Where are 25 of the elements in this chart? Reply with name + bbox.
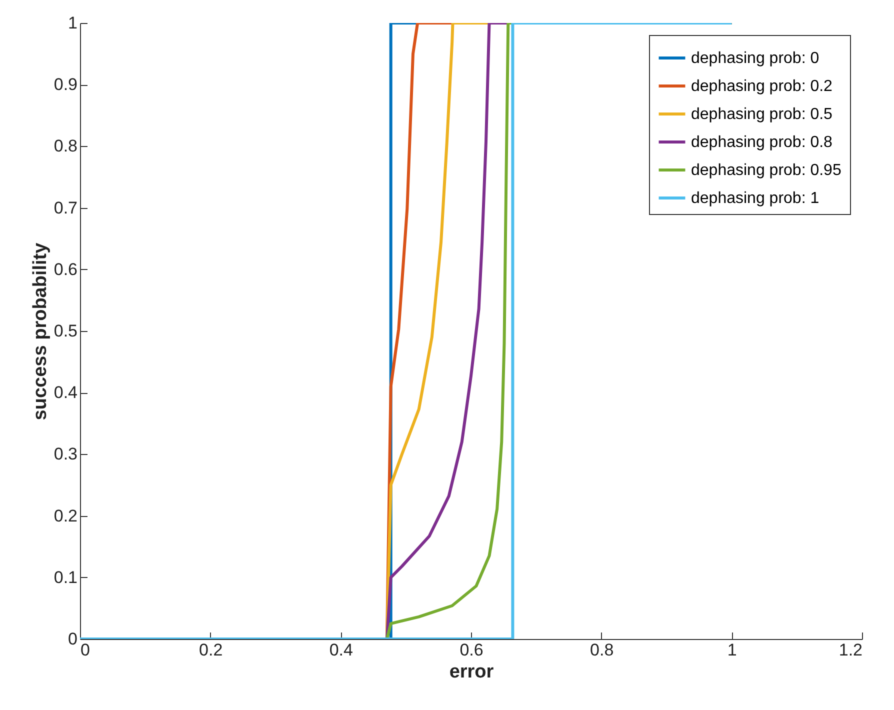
y-tick-label: 1 xyxy=(68,14,78,32)
x-axis-title: error xyxy=(449,662,494,682)
legend-label: dephasing prob: 0.8 xyxy=(691,134,833,151)
y-tick-label: 0.4 xyxy=(54,383,78,402)
x-tick-label: 1.2 xyxy=(838,640,862,660)
legend-label: dephasing prob: 1 xyxy=(691,190,820,207)
x-tick-label: 0.4 xyxy=(329,640,353,660)
x-tick-label: 0.6 xyxy=(460,640,484,660)
legend-label: dephasing prob: 0.5 xyxy=(691,106,833,123)
y-tick-label: 0.7 xyxy=(54,198,78,218)
legend-label: dephasing prob: 0.2 xyxy=(691,78,833,95)
legend-label: dephasing prob: 0.95 xyxy=(691,162,842,179)
y-tick-label: 0.3 xyxy=(54,444,78,464)
y-tick-label: 0.9 xyxy=(54,75,78,94)
legend-label: dephasing prob: 0 xyxy=(691,50,820,67)
y-tick-label: 0.5 xyxy=(54,322,78,340)
y-axis-title: success probability xyxy=(30,242,51,420)
y-tick-label: 0.8 xyxy=(54,136,78,156)
x-tick-label: 1 xyxy=(727,640,737,660)
y-tick-label: 0.6 xyxy=(54,260,78,279)
x-tick-label: 0.8 xyxy=(590,640,614,660)
y-tick-label: 0.1 xyxy=(54,568,78,587)
x-tick-label: 0.2 xyxy=(199,640,223,660)
x-tick-label: 0 xyxy=(80,640,90,660)
y-tick-label: 0.2 xyxy=(54,506,78,526)
